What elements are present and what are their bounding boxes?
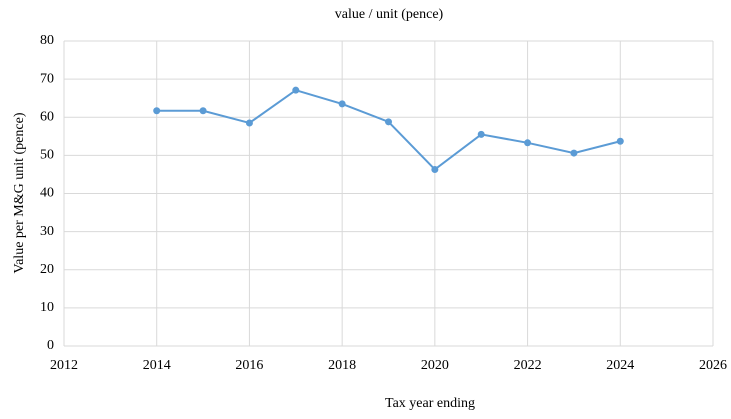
y-tick-label: 50 <box>40 148 54 163</box>
y-axis-label: Value per M&G unit (pence) <box>12 112 27 273</box>
point <box>616 137 624 145</box>
y-tick-label: 20 <box>40 262 54 277</box>
x-tick-label: 2022 <box>514 358 542 373</box>
point <box>153 107 161 115</box>
y-tick-label: 70 <box>40 71 54 86</box>
x-axis-label: Tax year ending <box>385 396 475 411</box>
point <box>477 130 485 138</box>
x-tick-label: 2024 <box>606 358 634 373</box>
point <box>524 139 532 147</box>
point <box>385 118 392 126</box>
y-tick-label: 10 <box>40 300 54 315</box>
chart-title: value / unit (pence) <box>335 7 444 22</box>
x-tick-label: 2026 <box>699 358 727 373</box>
x-tick-label: 2016 <box>235 358 263 373</box>
x-tick-label: 2012 <box>50 358 78 373</box>
y-tick-label: 30 <box>40 224 54 239</box>
y-tick-label: 40 <box>40 186 54 201</box>
point <box>292 86 300 94</box>
point <box>199 107 207 115</box>
point <box>338 100 346 108</box>
x-tick-label: 2020 <box>421 358 449 373</box>
x-tick-label: 2014 <box>143 358 171 373</box>
x-tick-label: 2018 <box>328 358 356 373</box>
y-tick-label: 60 <box>40 109 54 124</box>
line <box>156 89 621 171</box>
point <box>431 165 439 173</box>
point <box>570 149 578 157</box>
y-tick-label: 0 <box>47 338 54 353</box>
point <box>245 119 253 127</box>
y-tick-label: 80 <box>40 33 54 48</box>
